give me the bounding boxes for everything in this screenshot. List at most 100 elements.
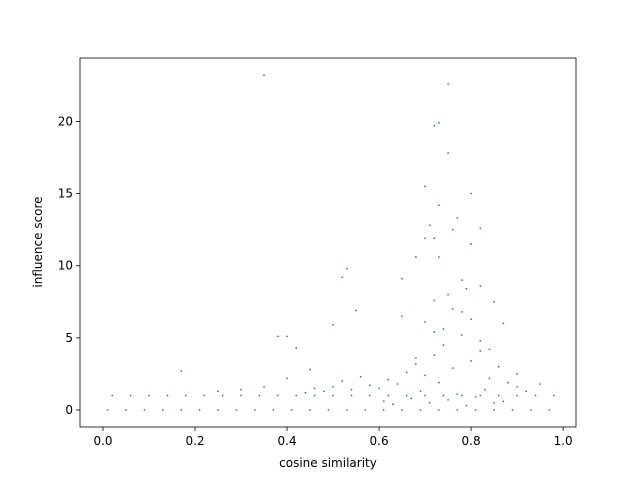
point <box>447 398 449 401</box>
point <box>309 409 311 411</box>
point <box>322 390 325 393</box>
point <box>401 409 403 411</box>
point <box>474 409 477 411</box>
point <box>479 349 482 352</box>
point <box>447 293 449 296</box>
point <box>419 390 422 393</box>
point <box>479 227 482 230</box>
point <box>240 388 242 391</box>
point <box>451 367 454 370</box>
point <box>470 192 472 195</box>
point <box>424 374 426 377</box>
point <box>276 335 279 338</box>
point <box>368 384 371 387</box>
point <box>530 409 532 411</box>
point <box>272 409 275 411</box>
point <box>502 400 505 403</box>
point <box>350 394 353 397</box>
point <box>424 394 426 397</box>
point <box>414 357 417 359</box>
point <box>553 394 555 397</box>
point <box>396 383 399 385</box>
point <box>401 277 403 280</box>
point <box>451 308 454 310</box>
point <box>198 409 201 411</box>
point <box>258 394 261 397</box>
point <box>437 256 440 258</box>
point <box>525 390 528 393</box>
point <box>460 310 463 313</box>
point <box>111 394 114 397</box>
point <box>378 387 380 390</box>
point <box>414 256 417 258</box>
point <box>433 354 436 357</box>
y-tick-label: 0 <box>65 403 73 417</box>
point <box>350 388 353 391</box>
point <box>359 375 362 378</box>
plot-area <box>106 74 555 411</box>
point <box>286 335 288 338</box>
point <box>539 383 542 385</box>
point <box>433 299 436 302</box>
point <box>313 387 316 390</box>
point <box>479 285 482 287</box>
point <box>433 124 436 127</box>
point <box>345 267 348 270</box>
point <box>180 370 183 372</box>
point <box>391 403 394 406</box>
point <box>488 348 491 351</box>
point <box>456 409 459 411</box>
point <box>424 185 426 188</box>
point <box>341 276 344 279</box>
point <box>428 224 431 227</box>
point <box>253 409 256 411</box>
point <box>387 394 390 397</box>
point <box>470 360 472 362</box>
point <box>428 401 431 404</box>
point <box>129 394 132 397</box>
point <box>240 394 242 397</box>
point <box>410 397 413 400</box>
point <box>474 396 477 398</box>
y-axis-label: influence score <box>31 196 45 287</box>
point <box>437 409 440 411</box>
point <box>447 152 449 155</box>
point <box>470 243 472 245</box>
axes-frame <box>79 57 577 428</box>
point <box>166 394 169 397</box>
point <box>479 339 482 342</box>
y-tick-label: 10 <box>58 259 73 273</box>
x-tick-label: 0.4 <box>278 434 297 448</box>
point <box>419 409 422 411</box>
x-tick-label: 0.0 <box>93 434 112 448</box>
point <box>327 409 330 411</box>
point <box>295 347 298 349</box>
point <box>424 321 426 323</box>
point <box>263 385 265 388</box>
point <box>341 380 344 383</box>
point <box>184 394 187 397</box>
point <box>465 404 468 407</box>
point <box>161 409 164 411</box>
point <box>382 400 385 403</box>
point <box>263 74 265 77</box>
point <box>442 328 445 331</box>
point <box>447 83 449 85</box>
y-tick-label: 20 <box>58 114 73 128</box>
point <box>483 388 486 391</box>
point <box>424 237 426 240</box>
point <box>143 409 146 411</box>
point <box>148 394 150 397</box>
x-tick-label: 0.6 <box>370 434 389 448</box>
point <box>437 381 440 384</box>
point <box>368 394 371 397</box>
point <box>290 409 293 411</box>
point <box>456 217 459 220</box>
point <box>433 331 436 333</box>
y-tick-label: 15 <box>58 187 73 201</box>
point <box>217 409 219 411</box>
point <box>332 385 334 388</box>
x-tick-label: 1.0 <box>554 434 573 448</box>
x-tick-label: 0.2 <box>185 434 204 448</box>
